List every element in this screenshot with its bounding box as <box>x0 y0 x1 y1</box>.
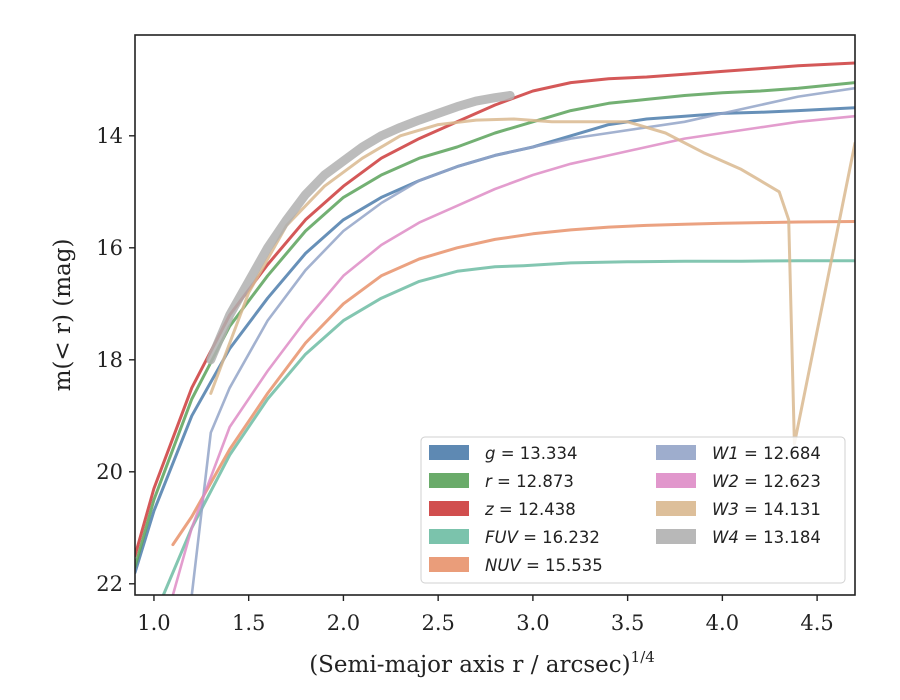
legend-box <box>420 436 846 584</box>
x-tick-label: 2.0 <box>327 611 360 635</box>
x-tick-label: 4.0 <box>706 611 739 635</box>
y-tick-label: 16 <box>96 236 123 260</box>
y-axis-label: m(< r) (mag) <box>50 239 76 392</box>
legend-swatch-w2 <box>656 473 696 488</box>
y-tick-label: 20 <box>96 460 123 484</box>
legend-swatch-w1 <box>656 445 696 460</box>
y-axis: 14 16 18 20 22 <box>96 124 135 596</box>
x-tick-label: 1.5 <box>232 611 265 635</box>
legend-entry-w2: W2 = 12.623 <box>712 472 821 491</box>
y-tick-label: 18 <box>96 348 123 372</box>
x-axis: 1.0 1.5 2.0 2.5 3.0 3.5 4.0 4.5 <box>137 595 834 635</box>
legend-swatch-w3 <box>656 501 696 516</box>
series-line-w3 <box>209 117 855 446</box>
series-line-w1 <box>190 86 855 595</box>
legend-swatch-g <box>429 445 469 460</box>
legend-entry-fuv: FUV = 16.232 <box>485 528 600 547</box>
x-axis-label-superscript: 1/4 <box>631 648 655 666</box>
legend-entry-nuv: NUV = 15.535 <box>485 556 603 575</box>
y-tick-label: 22 <box>96 572 123 596</box>
legend-swatch-r <box>429 473 469 488</box>
x-axis-label-text: (Semi-major axis r / arcsec) <box>309 652 630 678</box>
legend-swatch-w4 <box>656 529 696 544</box>
legend-entry-w1: W1 = 12.684 <box>712 444 821 463</box>
legend-entry-g: g = 13.334 <box>485 444 578 463</box>
legend-entry-z: z = 12.438 <box>484 500 576 519</box>
series-line-nuv <box>171 220 855 547</box>
x-tick-label: 3.0 <box>516 611 549 635</box>
x-tick-label: 4.5 <box>800 611 833 635</box>
series-layer <box>135 61 855 595</box>
legend-swatch-z <box>429 501 469 516</box>
legend-entry-w3: W3 = 14.131 <box>712 500 821 519</box>
x-tick-label: 3.5 <box>611 611 644 635</box>
series-line-r <box>135 81 855 569</box>
series-line-fuv <box>161 259 855 595</box>
x-tick-label: 1.0 <box>137 611 170 635</box>
y-tick-label: 14 <box>96 124 123 148</box>
legend-entry-r: r = 12.873 <box>485 472 574 491</box>
legend: g = 13.334 r = 12.873 z = 12.438 FUV = 16.2… <box>420 436 846 584</box>
x-axis-label: (Semi-major axis r / arcsec)1/4 <box>309 648 655 678</box>
legend-swatch-fuv <box>429 529 469 544</box>
legend-entry-w4: W4 = 13.184 <box>712 528 821 547</box>
series-line-w4 <box>206 91 515 365</box>
legend-swatch-nuv <box>429 557 469 572</box>
series-line-w2 <box>171 114 855 595</box>
x-tick-label: 2.5 <box>421 611 454 635</box>
plot-frame <box>134 34 856 596</box>
